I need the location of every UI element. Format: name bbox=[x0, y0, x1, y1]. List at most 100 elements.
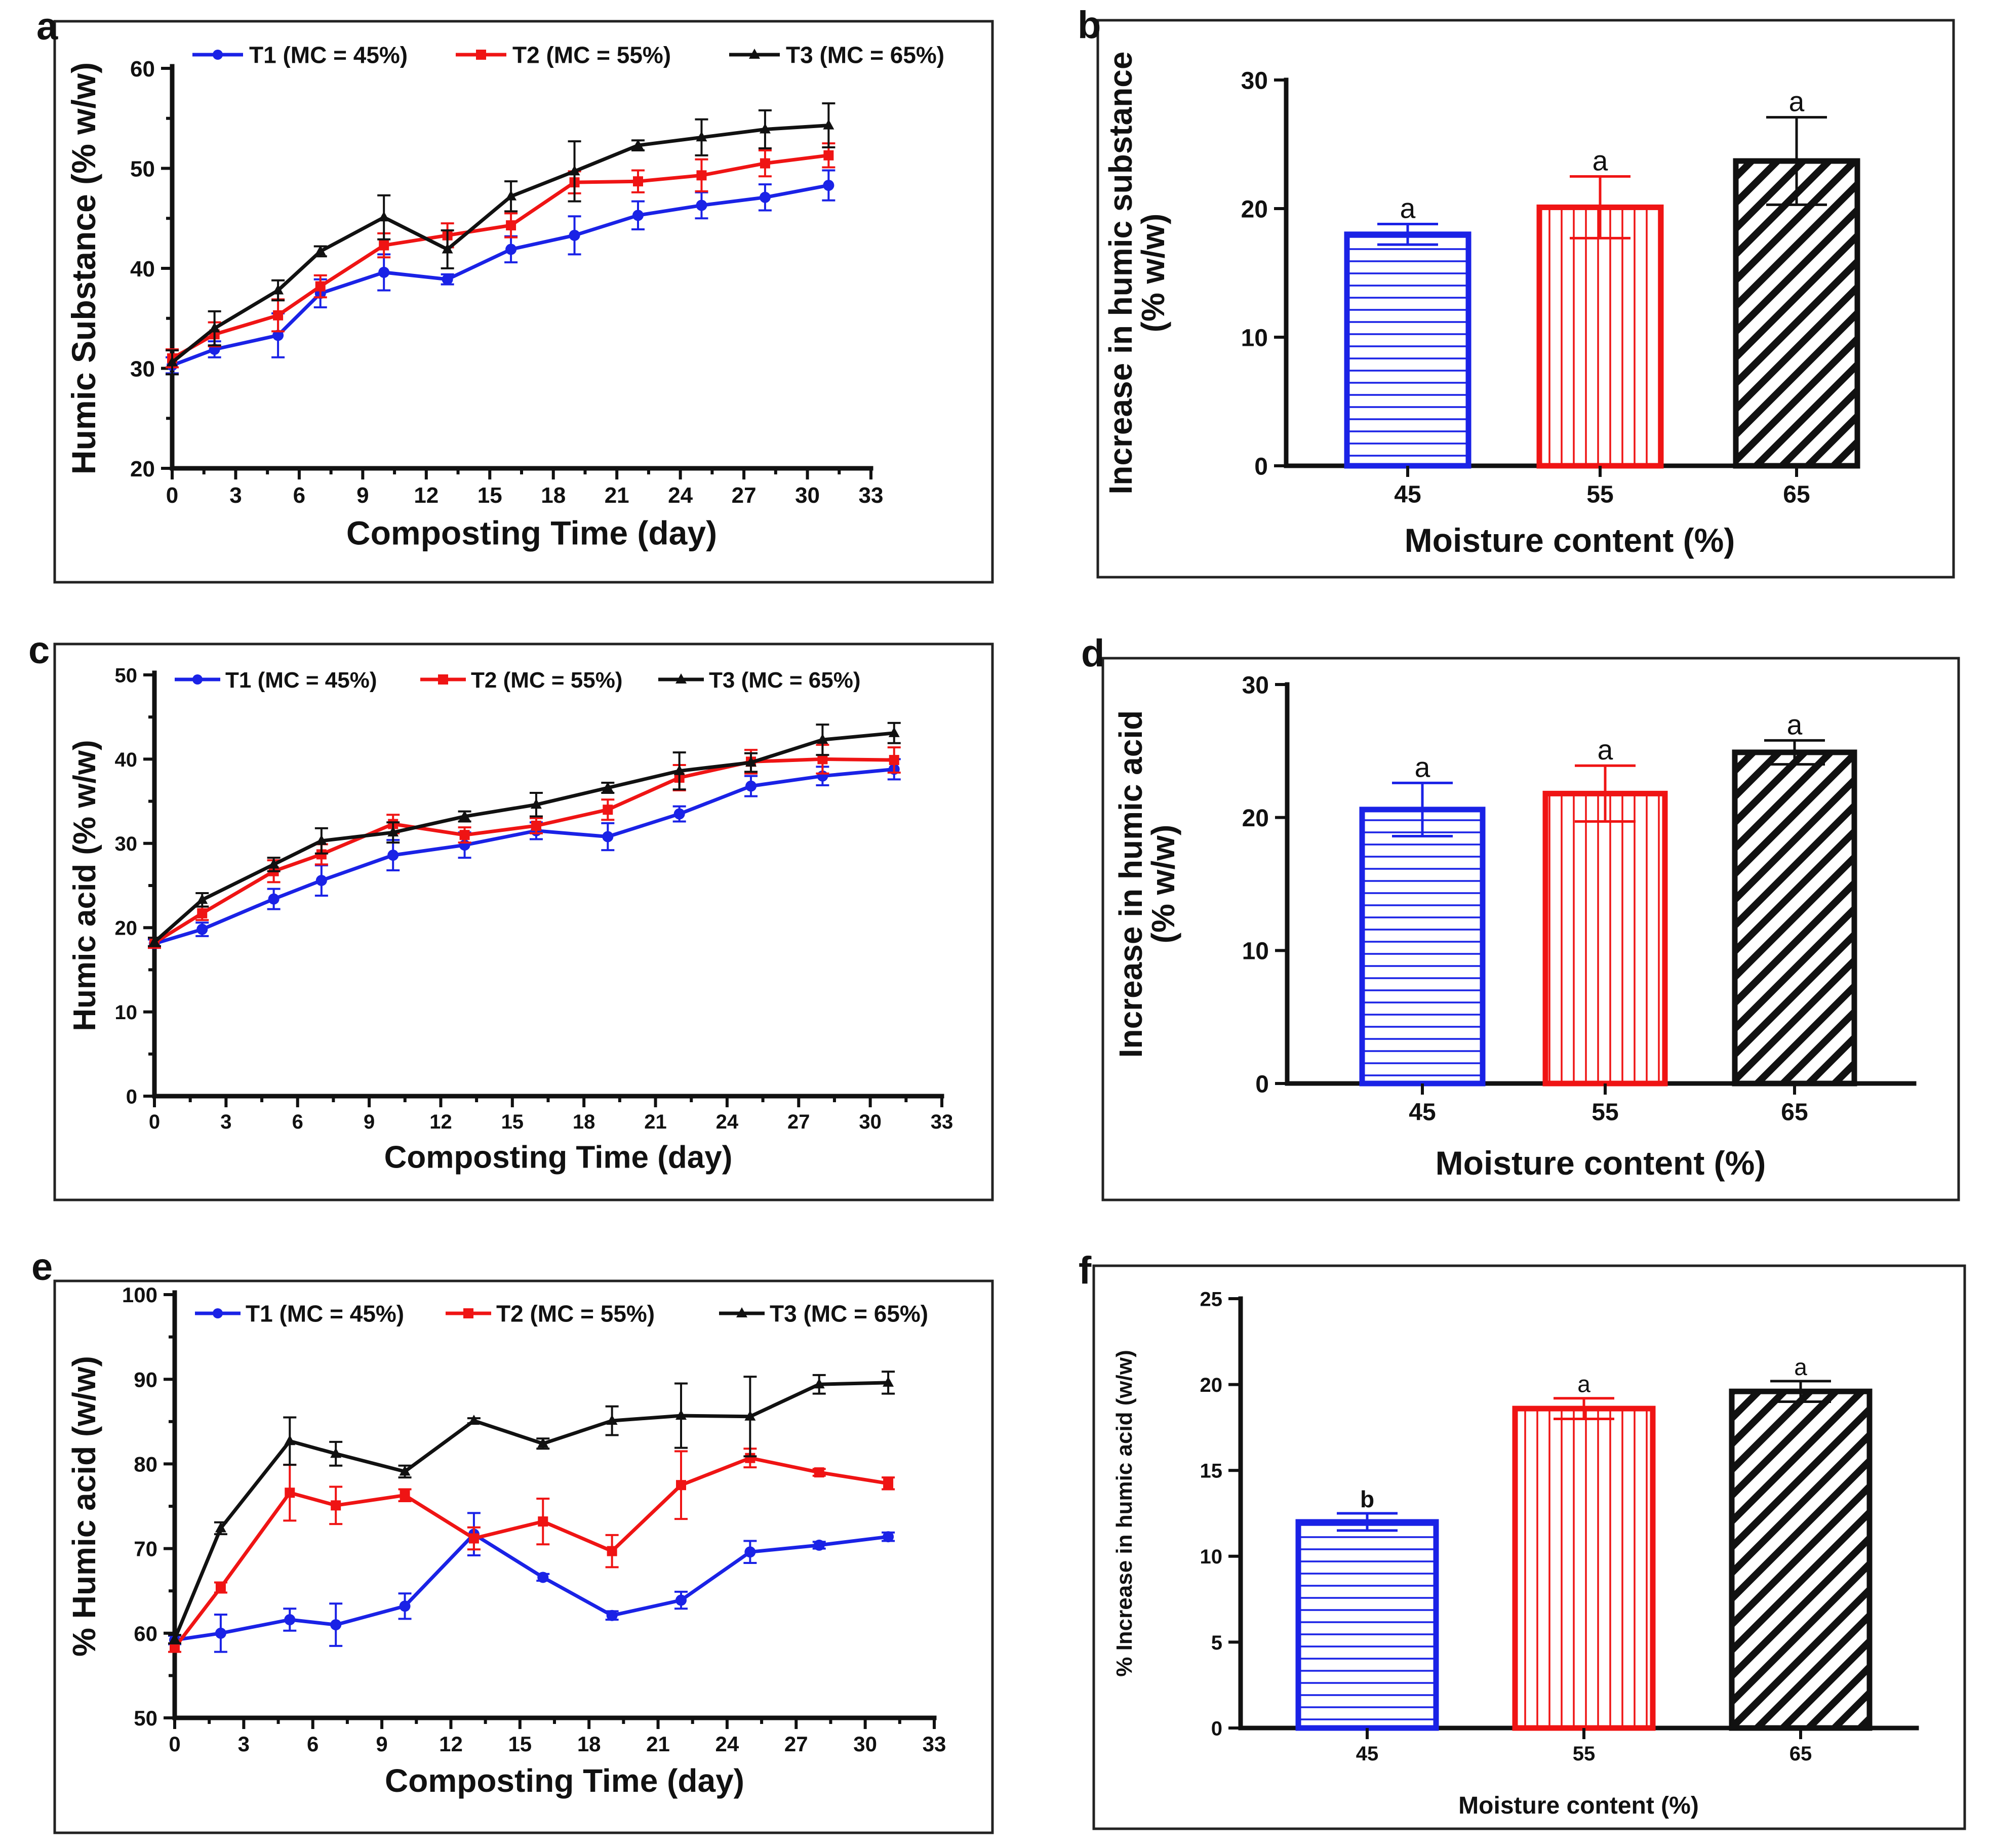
legend-marker bbox=[476, 50, 486, 60]
x-tick-label: 12 bbox=[439, 1732, 463, 1756]
y-tick-label: 5 bbox=[1211, 1632, 1222, 1654]
x-tick-label: 21 bbox=[646, 1732, 670, 1756]
x-tick-label: 3 bbox=[229, 483, 242, 508]
x-tick-label: 30 bbox=[795, 483, 820, 508]
data-point bbox=[399, 1465, 411, 1476]
data-point bbox=[285, 1488, 295, 1498]
legend-item-T3: T3 (MC = 65%) bbox=[658, 668, 861, 693]
y-tick-label: 50 bbox=[130, 156, 155, 181]
panel-b: b 0 10 20 30 a 45 a 55 a 65 Moisture content (%) Inc… bbox=[1078, 4, 1955, 579]
x-tick-label: 33 bbox=[931, 1111, 953, 1133]
data-point bbox=[197, 908, 208, 918]
x-tick-label: 45 bbox=[1356, 1743, 1379, 1765]
panel-frame bbox=[1101, 657, 1960, 1201]
data-point bbox=[675, 1410, 687, 1420]
panel-e: e 50 60 70 80 90 100 0 3 6 9 12 15 18 21 24 27 30 33 Compos… bbox=[31, 1246, 994, 1834]
data-point bbox=[315, 875, 327, 887]
y-axis-title: % Increase in humic acid (w/w) bbox=[1112, 1350, 1137, 1677]
x-axis-title: Composting Time (day) bbox=[385, 1762, 744, 1799]
legend-label: T3 (MC = 65%) bbox=[770, 1301, 928, 1327]
data-point bbox=[633, 176, 643, 187]
data-point bbox=[696, 199, 707, 211]
x-tick-label: 33 bbox=[923, 1732, 946, 1756]
data-point bbox=[215, 1627, 226, 1639]
series-T1 bbox=[166, 169, 836, 375]
series-line bbox=[171, 183, 829, 367]
y-tick-label: 80 bbox=[134, 1453, 157, 1476]
data-point bbox=[459, 810, 470, 821]
bar-group-45: b 45 bbox=[1295, 1486, 1439, 1765]
x-tick-label: 24 bbox=[716, 1111, 739, 1133]
data-point bbox=[273, 310, 284, 320]
panel-label: d bbox=[1081, 632, 1104, 675]
data-point bbox=[889, 755, 899, 766]
x-tick-label: 0 bbox=[149, 1111, 160, 1133]
legend-marker bbox=[675, 673, 687, 684]
panel-d: d 0 10 20 30 a 45 a 55 a 65 Moisture content (%) Inc… bbox=[1081, 632, 1960, 1201]
x-tick-label: 30 bbox=[853, 1732, 877, 1756]
data-point bbox=[673, 808, 685, 820]
legend-item-T2: T2 (MC = 55%) bbox=[456, 42, 671, 68]
data-point bbox=[745, 780, 757, 792]
panel-frame bbox=[53, 642, 994, 1201]
legend-label: T2 (MC = 55%) bbox=[496, 1301, 655, 1327]
data-point bbox=[468, 1533, 479, 1544]
data-point bbox=[505, 244, 517, 255]
data-point bbox=[606, 1610, 618, 1621]
x-axis-title: Moisture content (%) bbox=[1405, 521, 1735, 559]
x-tick-label: 33 bbox=[859, 483, 884, 508]
y-tick-label: 100 bbox=[122, 1283, 157, 1307]
legend-item-T2: T2 (MC = 55%) bbox=[446, 1301, 655, 1327]
data-point bbox=[530, 798, 542, 809]
panel-c: c 0 10 20 30 40 50 0 3 6 9 12 15 18 21 24 27 30 33 Composti… bbox=[28, 629, 994, 1201]
panel-label: f bbox=[1079, 1249, 1092, 1292]
significance-letter: a bbox=[1794, 1354, 1807, 1380]
legend-marker bbox=[438, 674, 448, 685]
significance-letter: b bbox=[1360, 1486, 1374, 1512]
data-point bbox=[632, 139, 644, 150]
y-tick-label: 30 bbox=[1241, 67, 1268, 94]
data-point bbox=[378, 211, 390, 222]
bar bbox=[1295, 1519, 1439, 1731]
data-point bbox=[823, 180, 834, 191]
series-line bbox=[153, 757, 894, 945]
y-tick-label: 60 bbox=[130, 57, 155, 82]
data-point bbox=[883, 1531, 894, 1543]
y-tick-label: 0 bbox=[1255, 1071, 1269, 1098]
significance-letter: a bbox=[1593, 145, 1608, 177]
y-tick-label: 10 bbox=[1242, 938, 1269, 965]
data-point bbox=[569, 229, 580, 241]
data-point bbox=[603, 805, 613, 815]
series-T3 bbox=[148, 721, 901, 947]
data-point bbox=[170, 1642, 180, 1653]
data-point bbox=[814, 1467, 824, 1478]
data-point bbox=[506, 220, 516, 231]
y-tick-label: 20 bbox=[1200, 1374, 1223, 1396]
legend-label: T3 (MC = 65%) bbox=[786, 42, 944, 68]
data-point bbox=[537, 1572, 549, 1583]
data-point bbox=[468, 1415, 480, 1425]
y-axis-title: (% w/w) bbox=[1145, 825, 1181, 944]
y-tick-label: 50 bbox=[134, 1706, 157, 1730]
data-point bbox=[272, 284, 284, 295]
data-point bbox=[744, 1410, 756, 1421]
legend-item-T2: T2 (MC = 55%) bbox=[420, 668, 623, 693]
x-tick-label: 27 bbox=[732, 483, 757, 508]
data-point bbox=[284, 1614, 296, 1626]
legend: T1 (MC = 45%) T2 (MC = 55%) T3 (MC = 65%) bbox=[195, 1301, 928, 1327]
x-tick-label: 12 bbox=[429, 1111, 452, 1133]
data-point bbox=[442, 243, 453, 254]
x-tick-label: 21 bbox=[644, 1111, 667, 1133]
y-tick-label: 10 bbox=[115, 1001, 138, 1024]
legend-label: T2 (MC = 55%) bbox=[471, 668, 623, 693]
data-point bbox=[209, 322, 220, 333]
data-point bbox=[268, 858, 280, 869]
panel-label: c bbox=[28, 629, 50, 672]
panel-frame bbox=[1096, 19, 1955, 579]
series-T2 bbox=[168, 1448, 895, 1653]
x-tick-label: 9 bbox=[356, 483, 369, 508]
data-point bbox=[883, 1376, 894, 1387]
data-point bbox=[330, 1448, 342, 1458]
x-tick-label: 55 bbox=[1592, 1099, 1618, 1126]
x-tick-label: 6 bbox=[292, 1111, 303, 1133]
